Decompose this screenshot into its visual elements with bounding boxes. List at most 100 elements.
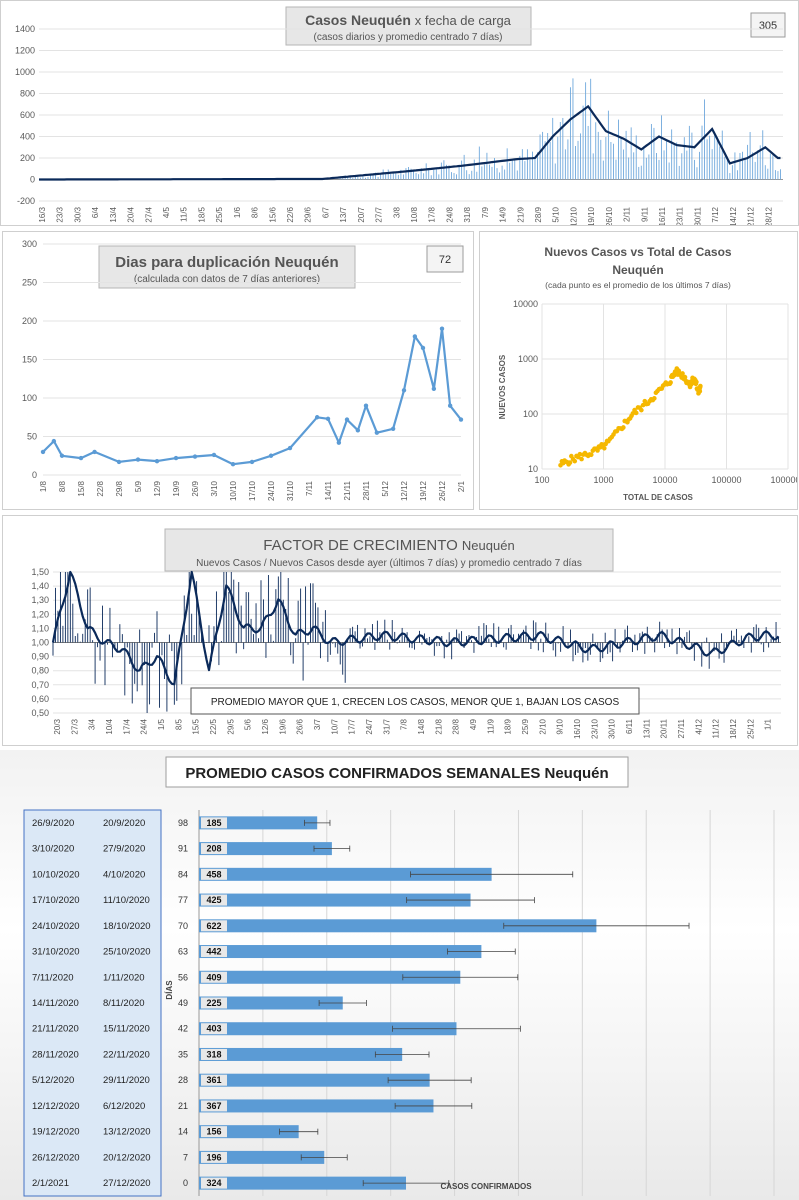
x-tick-label: 18/9 xyxy=(504,718,513,734)
y-tick-label: 400 xyxy=(20,132,35,142)
x-tick-label: 11/12 xyxy=(712,718,721,738)
week-start-date: 25/10/2020 xyxy=(103,947,151,958)
x-tick-label: 27/11 xyxy=(677,718,686,738)
bar-value-label: 622 xyxy=(206,921,221,931)
weekly-average-bar xyxy=(199,867,492,881)
y-tick-label: 150 xyxy=(22,355,37,365)
scatter-point xyxy=(595,448,600,453)
week-start-date: 20/9/2020 xyxy=(103,818,145,829)
week-end-date: 12/12/2020 xyxy=(32,1101,80,1112)
bar-label-box xyxy=(201,946,227,958)
x-tick-label: 7/9 xyxy=(481,206,490,218)
new-vs-total-xlabel: TOTAL DE CASOS xyxy=(623,493,693,502)
doubling-days-point xyxy=(92,449,97,455)
x-tick-label: 27/7 xyxy=(375,206,384,222)
y-tick-label: 1,30 xyxy=(31,595,49,605)
weekly-average-bar xyxy=(199,1022,457,1036)
y-tick-label: 1200 xyxy=(15,46,35,56)
doubling-days-chart: Dias para duplicación Neuquén (calculada… xyxy=(22,239,466,501)
y-tick-label: 1000 xyxy=(518,354,538,364)
days-label: 84 xyxy=(178,869,188,879)
growth-factor-average-line xyxy=(51,570,780,686)
week-range-table xyxy=(23,809,162,1197)
bar-value-label: 458 xyxy=(206,869,221,879)
x-tick-label: 31/8 xyxy=(463,206,472,222)
x-tick-label: 19/6 xyxy=(278,718,287,734)
doubling-days-point xyxy=(458,417,464,422)
y-tick-label: 200 xyxy=(22,316,37,326)
weekly-average-bar xyxy=(199,893,471,907)
x-tick-label: 31/7 xyxy=(382,718,391,734)
x-tick-label: 22/6 xyxy=(286,206,295,222)
x-tick-label: 21/12 xyxy=(747,206,756,225)
weekly-average-ylabel: DÍAS xyxy=(165,980,174,1000)
x-tick-label: 2/1 xyxy=(457,480,466,492)
x-tick-label: 24/4 xyxy=(140,718,149,734)
days-label: 42 xyxy=(178,1024,188,1034)
growth-factor-panel: FACTOR DE CRECIMIENTO Neuquén Nuevos Cas… xyxy=(2,515,798,746)
days-label: 35 xyxy=(178,1049,188,1059)
x-tick-label: 8/6 xyxy=(251,206,260,218)
doubling-days-point xyxy=(412,334,418,339)
bar-value-label: 425 xyxy=(206,895,221,905)
week-end-date: 5/12/2020 xyxy=(32,1075,74,1086)
y-tick-label: 100 xyxy=(523,409,538,419)
week-end-date: 3/10/2020 xyxy=(32,844,74,855)
bar-value-label: 361 xyxy=(206,1075,221,1085)
x-tick-label: 14/12 xyxy=(729,206,738,225)
scatter-point xyxy=(621,425,626,430)
x-tick-label: 30/11 xyxy=(693,206,702,225)
doubling-days-point xyxy=(268,453,274,458)
x-tick-label: 20/11 xyxy=(660,718,669,738)
week-end-date: 31/10/2020 xyxy=(32,947,80,958)
doubling-days-point xyxy=(325,416,331,421)
x-tick-label: 16/10 xyxy=(573,718,582,739)
scatter-point xyxy=(698,383,703,389)
growth-factor-chart: FACTOR DE CRECIMIENTO Neuquén Nuevos Cas… xyxy=(31,528,781,739)
doubling-days-point xyxy=(374,430,380,435)
week-end-date: 14/11/2020 xyxy=(32,998,79,1009)
new-vs-total-title-2: Neuquén xyxy=(612,263,663,277)
x-tick-label: 26/6 xyxy=(296,718,305,734)
x-tick-label: 7/8 xyxy=(400,718,409,730)
x-tick-label: 12/12 xyxy=(400,480,409,501)
x-tick-label: 4/9 xyxy=(469,718,478,730)
x-tick-label: 12/9 xyxy=(153,480,162,496)
x-tick-label: 2/10 xyxy=(538,718,547,734)
week-start-date: 6/12/2020 xyxy=(103,1101,145,1112)
x-tick-label: 24/7 xyxy=(365,718,374,734)
x-tick-label: 30/10 xyxy=(608,718,617,739)
days-label: 98 xyxy=(178,818,188,828)
doubling-days-point xyxy=(390,426,396,431)
x-tick-label: 21/8 xyxy=(434,718,443,734)
daily-cases-subtitle: (casos diarios y promedio centrado 7 día… xyxy=(314,32,503,43)
new-vs-total-title-1: Nuevos Casos vs Total de Casos xyxy=(544,245,732,259)
days-label: 91 xyxy=(178,844,188,854)
x-tick-label: 17/8 xyxy=(428,206,437,222)
doubling-days-point xyxy=(230,462,236,467)
weekly-average-bar xyxy=(199,1099,434,1113)
doubling-days-point xyxy=(431,386,437,391)
week-start-date: 18/10/2020 xyxy=(103,921,151,932)
week-end-date: 2/1/2021 xyxy=(32,1178,69,1189)
weekly-average-bar xyxy=(199,970,461,984)
y-tick-label: 10 xyxy=(528,464,538,474)
doubling-days-panel: Dias para duplicación Neuquén (calculada… xyxy=(2,231,474,510)
x-tick-label: 15/8 xyxy=(77,480,86,496)
doubling-days-point xyxy=(173,455,179,461)
x-tick-label: 31/10 xyxy=(286,480,295,501)
scatter-point xyxy=(680,371,685,376)
x-tick-label: 8/5 xyxy=(174,718,183,730)
days-label: 28 xyxy=(178,1075,188,1085)
doubling-days-point xyxy=(249,459,255,465)
x-tick-label: 21/11 xyxy=(343,480,352,500)
x-tick-label: 19/9 xyxy=(172,480,181,496)
x-tick-label: 10/10 xyxy=(229,480,238,501)
days-label: 14 xyxy=(178,1127,188,1137)
bar-value-label: 442 xyxy=(206,947,221,957)
weekly-average-bar xyxy=(199,1176,406,1190)
week-end-date: 7/11/2020 xyxy=(32,972,74,983)
x-tick-label: 20/3 xyxy=(53,718,62,734)
x-tick-label: 13/4 xyxy=(109,206,118,222)
doubling-days-point xyxy=(40,449,46,455)
